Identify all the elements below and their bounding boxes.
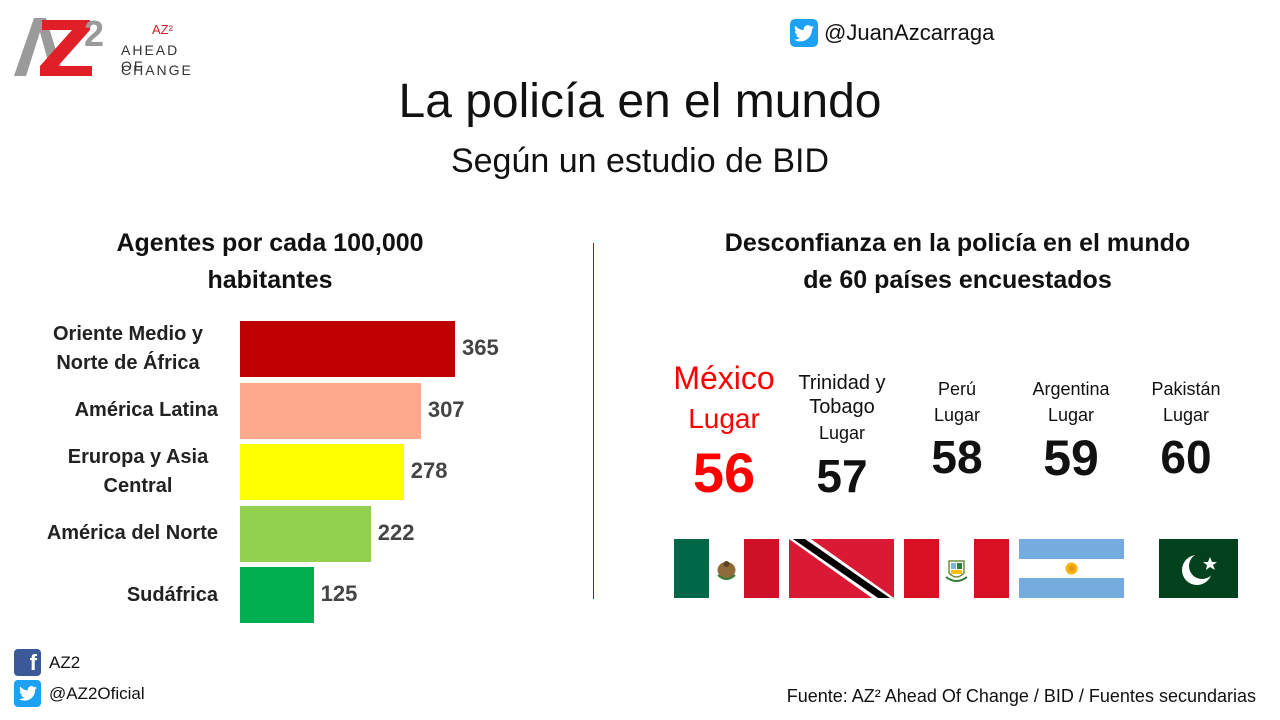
- category-label-text: Eruropa y Asia Central: [67, 446, 209, 497]
- rank-lugar: Lugar: [818, 423, 866, 443]
- logo-superscript: AZ²: [152, 22, 173, 37]
- rank-item-mexico: México Lugar 56: [664, 358, 784, 506]
- section-divider: [593, 243, 594, 599]
- category-label: América Latina: [8, 383, 218, 439]
- logo-text-line2: CHANGE: [121, 62, 193, 78]
- rank-number: 59: [1043, 430, 1099, 486]
- source-note: Fuente: AZ² Ahead Of Change / BID / Fuen…: [786, 686, 1256, 706]
- page-subtitle: Según un estudio de BID: [450, 142, 830, 180]
- rank-lugar: Lugar: [688, 403, 760, 434]
- ranking-title-line1: Desconfianza en la policía en el mundo: [724, 229, 1191, 257]
- rank-lugar: Lugar: [933, 405, 981, 425]
- bar: [240, 382, 421, 439]
- az2-logo-mark: 2: [14, 13, 104, 76]
- bar-value-label: 278: [410, 458, 448, 483]
- mexico-flag: [674, 539, 779, 598]
- argentina-flag: [1019, 539, 1124, 598]
- trinidad-tobago-flag: [789, 539, 894, 598]
- category-label: América del Norte: [8, 506, 218, 562]
- az2-logo: 2 AZ² AHEAD OF CHANGE: [12, 10, 202, 80]
- twitter-link[interactable]: @AZ2Oficial: [14, 680, 145, 707]
- ranking-title: Desconfianza en la policía en el mundo d…: [650, 225, 1265, 299]
- chart-title-line2: habitantes: [207, 266, 333, 294]
- category-label-text: América del Norte: [46, 522, 218, 544]
- rank-lugar: Lugar: [1047, 405, 1095, 425]
- twitter-handle: @JuanAzcarraga: [824, 20, 995, 45]
- rank-number: 56: [692, 441, 756, 504]
- rank-country: Argentina: [1032, 379, 1110, 399]
- rank-item-pakistan: Pakistán Lugar 60: [1130, 377, 1242, 485]
- bar-value-label: 307: [427, 396, 465, 422]
- facebook-icon: f: [14, 649, 41, 676]
- rank-number: 57: [816, 450, 868, 502]
- category-label: Eruropa y Asia Central: [8, 444, 218, 500]
- category-label-text: Oriente Medio y Norte de África: [52, 323, 204, 374]
- rank-country: Perú: [937, 379, 977, 399]
- logo-text-line1: AHEAD OF: [121, 42, 180, 74]
- category-label-text: Sudáfrica: [126, 583, 218, 606]
- bar-value-label: 365: [462, 335, 499, 360]
- rank-item-peru: Perú Lugar 58: [902, 377, 1012, 485]
- pakistan-flag: [1133, 539, 1238, 598]
- rank-item-argentina: Argentina Lugar 59: [1015, 377, 1127, 487]
- category-label: Oriente Medio y Norte de África: [8, 321, 218, 377]
- facebook-link[interactable]: f AZ2: [14, 649, 80, 676]
- peru-flag: [904, 539, 1009, 598]
- twitter-header[interactable]: @JuanAzcarraga: [790, 19, 994, 47]
- page-title: La policía en el mundo: [398, 75, 882, 128]
- category-label-text: América Latina: [74, 399, 218, 421]
- ranking-title-line2: de 60 países encuestados: [803, 266, 1112, 294]
- rank-number: 58: [931, 431, 983, 483]
- category-label: Sudáfrica: [8, 567, 218, 623]
- rank-country: Pakistán: [1151, 379, 1221, 399]
- bar: [240, 505, 371, 562]
- rank-number: 60: [1160, 431, 1212, 483]
- bar: [240, 321, 455, 377]
- twitter-footer-handle: @AZ2Oficial: [49, 683, 145, 703]
- bar-chart: Oriente Medio y Norte de África 365 Améric…: [0, 0, 600, 720]
- bar-value-label: 222: [377, 519, 415, 545]
- twitter-icon: [790, 19, 818, 47]
- twitter-icon: [14, 680, 41, 707]
- chart-title: Agentes por cada 100,000 habitantes: [60, 225, 480, 299]
- bar-value-label: 125: [320, 581, 358, 606]
- rank-country: México: [673, 360, 775, 396]
- rank-item-trinidad-tobago: Trinidad y Tobago Lugar 57: [784, 371, 900, 505]
- rank-country: Trinidad y Tobago: [798, 372, 886, 418]
- facebook-handle: AZ2: [49, 652, 81, 672]
- bar: [240, 444, 404, 500]
- svg-text:2: 2: [84, 13, 104, 54]
- rank-lugar: Lugar: [1162, 405, 1210, 425]
- bar: [240, 567, 314, 623]
- chart-title-line1: Agentes por cada 100,000: [116, 229, 424, 257]
